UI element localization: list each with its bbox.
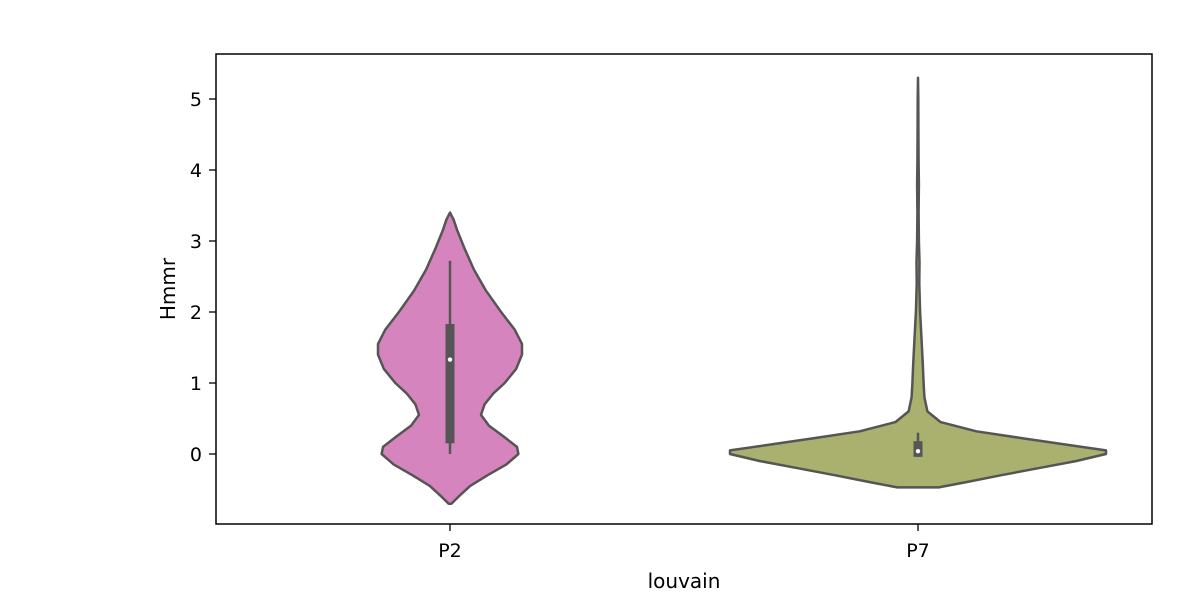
y-axis-label: Hmmr	[156, 257, 180, 320]
x-tick-label-P7: P7	[906, 540, 930, 562]
x-axis: P2 P7	[438, 524, 930, 562]
y-tick-label-0: 0	[190, 444, 202, 466]
plot-frame	[215, 53, 1153, 525]
violin-P7	[728, 76, 1108, 489]
y-tick-label-2: 2	[190, 302, 202, 324]
y-tick-label-3: 3	[190, 231, 202, 253]
violins-layer	[376, 76, 1108, 505]
x-axis-label: louvain	[648, 569, 721, 593]
x-tick-label-P2: P2	[438, 540, 462, 562]
median-dot-P2	[447, 357, 453, 362]
median-dot-P7	[915, 448, 921, 454]
iqr-box-P2	[445, 324, 455, 444]
y-axis: 0 1 2 3 4 5	[190, 89, 216, 466]
y-tick-label-4: 4	[190, 160, 202, 182]
y-tick-label-1: 1	[190, 373, 202, 395]
y-tick-label-5: 5	[190, 89, 202, 111]
